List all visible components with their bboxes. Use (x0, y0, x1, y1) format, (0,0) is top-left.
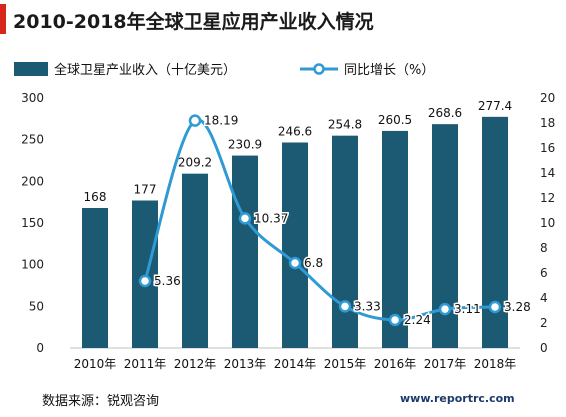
growth-rate-label: 3.28 (504, 300, 531, 314)
right-axis-tick-label: 0 (540, 341, 548, 355)
x-axis-tick-label: 2014年 (274, 357, 317, 371)
left-axis-tick-label: 50 (29, 299, 44, 313)
legend-label-bar: 全球卫星产业收入（十亿美元） (54, 62, 236, 78)
watermark-url: www.reportrc.com (400, 392, 515, 405)
left-axis-tick-label: 100 (21, 258, 44, 272)
right-axis-tick-label: 10 (540, 216, 555, 230)
growth-rate-label: 3.33 (354, 299, 381, 313)
growth-rate-label: 18.19 (204, 114, 238, 128)
growth-rate-point (388, 313, 402, 327)
bar-value-label: 230.9 (228, 138, 262, 152)
left-axis-tick-label: 250 (21, 133, 44, 147)
right-axis-tick-label: 6 (540, 266, 548, 280)
chart-title: 2010-2018年全球卫星应用产业收入情况 (13, 11, 374, 33)
right-axis-tick-label: 16 (540, 141, 555, 155)
bar (182, 173, 208, 348)
growth-rate-label: 10.37 (254, 211, 288, 225)
growth-rate-label: 2.24 (404, 313, 431, 327)
bar-value-label: 254.8 (328, 118, 362, 132)
bar (132, 200, 158, 348)
bar-value-label: 168 (84, 190, 107, 204)
legend-label-line: 同比增长（%） (344, 63, 434, 78)
left-axis-tick-label: 300 (21, 91, 44, 105)
left-axis-tick-label: 150 (21, 216, 44, 230)
bar (82, 208, 108, 348)
x-axis-tick-label: 2018年 (474, 357, 517, 371)
growth-rate-label: 6.8 (304, 256, 323, 270)
bar-value-label: 246.6 (278, 125, 312, 139)
growth-rate-point (238, 212, 252, 225)
growth-rate-point (138, 274, 152, 288)
bar-value-label: 209.2 (178, 156, 212, 170)
legend-marker-line (313, 63, 325, 75)
right-axis-tick-label: 14 (540, 166, 555, 180)
right-axis-tick-label: 18 (540, 116, 555, 130)
x-axis-tick-label: 2016年 (374, 357, 417, 371)
growth-rate-label: 5.36 (154, 274, 181, 288)
growth-rate-point (438, 302, 452, 316)
bar (382, 130, 408, 348)
left-axis-tick-label: 0 (36, 341, 44, 355)
right-axis-tick-label: 4 (540, 291, 548, 305)
x-axis-tick-label: 2017年 (424, 357, 467, 371)
bar (282, 142, 308, 348)
right-axis-tick-label: 20 (540, 91, 555, 105)
legend-swatch-bar (14, 62, 48, 76)
right-axis-tick-label: 12 (540, 191, 555, 205)
growth-rate-point (288, 256, 302, 270)
growth-rate-point (488, 300, 502, 314)
growth-rate-point (188, 114, 202, 127)
x-axis-tick-label: 2010年 (74, 357, 117, 371)
left-axis-tick-label: 200 (21, 174, 44, 188)
x-axis-tick-label: 2013年 (224, 357, 267, 371)
bar-value-label: 268.6 (428, 106, 462, 120)
bar-value-label: 260.5 (378, 113, 412, 127)
growth-rate-point (338, 300, 352, 313)
bar (232, 155, 258, 348)
bar (332, 135, 358, 348)
x-axis-tick-label: 2015年 (324, 357, 367, 371)
right-axis-tick-label: 8 (540, 241, 548, 255)
x-axis-tick-label: 2012年 (174, 357, 217, 371)
title-accent-bar (0, 4, 6, 34)
right-axis-tick-label: 2 (540, 316, 548, 330)
bar-value-label: 277.4 (478, 99, 512, 113)
data-source-note: 数据来源：锐观咨询 (42, 394, 160, 409)
x-axis-tick-label: 2011年 (124, 357, 167, 371)
bar-value-label: 177 (134, 183, 157, 197)
growth-rate-label: 3.11 (454, 302, 481, 316)
